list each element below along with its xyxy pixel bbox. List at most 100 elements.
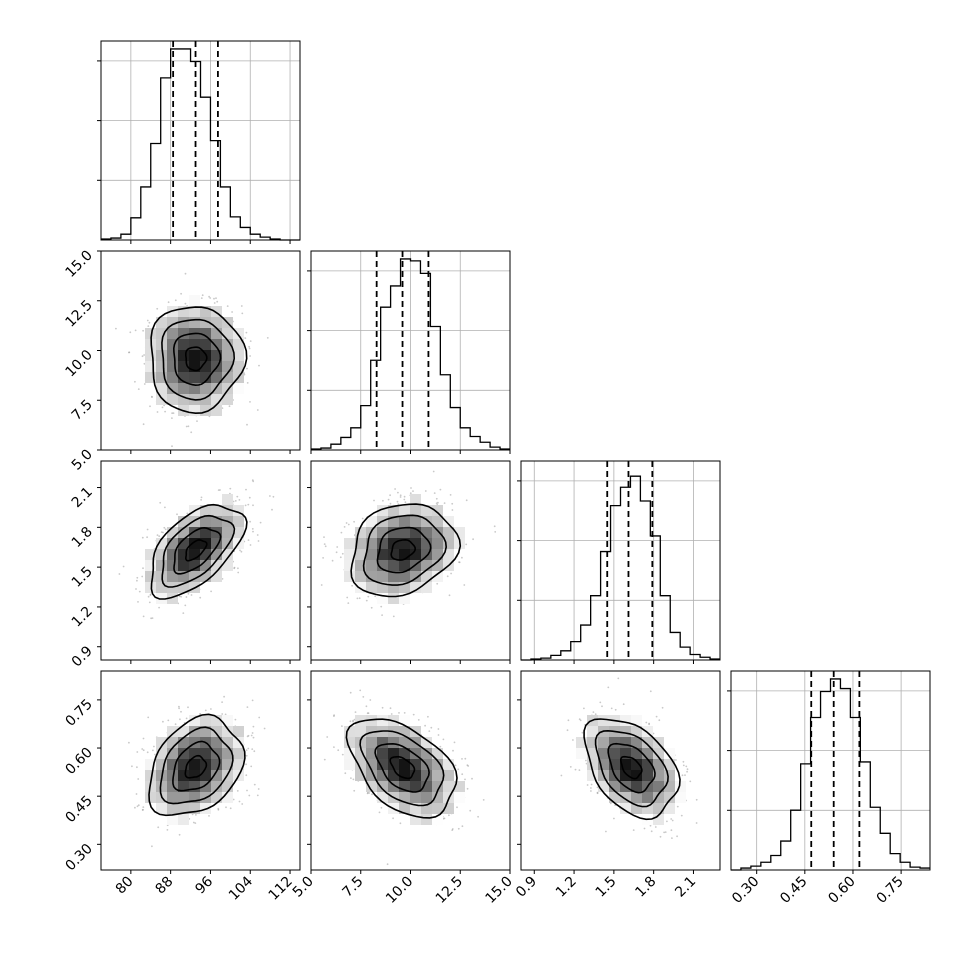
pair-p0-p2-contour-2 [173, 526, 222, 575]
pair-p1-p2-point [392, 615, 395, 618]
pair-p0-p1-point [231, 311, 234, 313]
pair-p1-p2-point [374, 595, 377, 598]
pair-p1-p3-point [461, 825, 464, 828]
pair-p0-p1-contour-2 [172, 332, 222, 387]
pair-p1-p3-density-cell [399, 770, 410, 781]
pair-p1-p3-point [341, 753, 344, 756]
pair-p0-p1-point [134, 380, 136, 383]
pair-p0-p3-point [137, 778, 140, 780]
pair-p0-p2-point [149, 593, 152, 596]
pair-p0-p1-density-cell [211, 383, 222, 394]
pair-p0-p2-point [245, 488, 247, 491]
pair-p0-p1-point [245, 331, 248, 334]
pair-p0-p1-point [141, 355, 144, 358]
pair-p0-p3-point [178, 707, 181, 710]
pair-p0-p1-density-cell [189, 306, 200, 317]
pair-p1-p2-density-cell [344, 538, 355, 549]
pair-p0-p1-point [151, 395, 153, 398]
pair-p0-p3-point [166, 829, 169, 831]
pair-p1-p3-point [442, 738, 445, 741]
pair-p1-p2-point [436, 582, 439, 585]
pair-p0-p1-point [137, 388, 140, 390]
pair-p0-p1-point [248, 347, 251, 350]
pair-p0-p2-density-cell [200, 505, 211, 516]
pair-p0-p1-density-cell [211, 339, 222, 350]
pair-p1-p2-point [380, 605, 383, 608]
pair-p1-p2-point [389, 502, 392, 505]
pair-p1-p2-point [461, 556, 463, 559]
pair-p0-p1-density-cell [167, 394, 178, 405]
pair-p0-p2-point [137, 601, 139, 603]
pair-p0-p1-point [128, 351, 131, 354]
pair-p1-p3-point [362, 696, 365, 698]
pair-p0-p3-point [263, 727, 266, 730]
pair-p1-p3-point [359, 689, 362, 692]
pair-p0-p1-density-cell [167, 372, 178, 383]
pair-p1-p2-point [394, 488, 396, 490]
pair-p1-p3-point [471, 777, 473, 780]
pair-p1-p2-point [397, 491, 399, 494]
pair-p0-p3-point [142, 806, 145, 808]
pair-p0-p2-point [176, 513, 178, 516]
pair-p1-p2-point [458, 561, 461, 564]
pair-p0-p2-point [190, 594, 193, 596]
pair-p0-p2-density-cell [178, 538, 189, 549]
pair-p0-p1-density-cell [233, 383, 244, 394]
pair-p0-p2-point [146, 528, 149, 531]
pair-p1-p3-point [461, 773, 464, 776]
pair-p1-p2-point [449, 494, 452, 496]
pair-p0-p1-point [226, 305, 229, 307]
pair-p0-p2-point [237, 571, 240, 574]
pair-p1-p2-point [404, 501, 407, 504]
pair-p1-p2-point [494, 531, 497, 533]
pair-p0-p1-point [143, 354, 146, 356]
pair-p1-p2-point [365, 599, 368, 602]
pair-p0-p1-point [246, 423, 248, 426]
pair-p0-p2-point [219, 489, 221, 491]
pair-p0-p2-density-cell [167, 549, 178, 560]
pair-p0-p2-point [187, 592, 190, 595]
pair-p1-p3-point [369, 699, 372, 701]
pair-p1-p3-density-cell [366, 737, 377, 748]
pair-p0-p2-density-cell [189, 571, 200, 582]
pair-p0-p3-point [167, 719, 170, 722]
pair-p0-p1-density-cell [156, 350, 167, 361]
pair-p0-p2-density-cell [189, 560, 200, 571]
pair-p0-p2-density-cell [178, 549, 189, 560]
hist-p3-steps [731, 678, 930, 871]
pair-p0-p2-density-cell [200, 549, 211, 560]
pair-p1-p3-point [453, 741, 456, 744]
pair-p0-p2-point [156, 534, 159, 536]
pair-p1-p2-point [367, 595, 370, 598]
pair-p1-p3-point [428, 730, 431, 732]
pair-p0-p1-point [244, 337, 247, 339]
pair-p1-p3-density-cell [377, 748, 388, 759]
pair-p0-p2-point [259, 521, 262, 524]
pair-p0-p2-density-cell [233, 516, 244, 527]
pair-p0-p1-point [246, 382, 249, 384]
pair-p1-p2-point [356, 597, 359, 600]
pair-p0-p3-point [245, 763, 248, 766]
pair-p0-p2-point [272, 495, 275, 498]
pair-p1-p2-point [409, 492, 412, 495]
pair-p0-p2-point [151, 617, 154, 619]
pair-p1-p3-point [381, 706, 384, 709]
pair-p0-p1-density-cell [200, 372, 211, 383]
pair-p0-p1-density-cell [222, 394, 233, 405]
pair-p0-p1-density-cell [233, 361, 244, 372]
pair-p0-p1-point [241, 312, 244, 315]
pair-p0-p2-point [148, 601, 151, 604]
pair-p0-p2-density-cell [178, 560, 189, 571]
pair-p0-p2-density-cell [167, 571, 178, 582]
pair-p0-p1-density-cell [167, 317, 178, 328]
pair-p0-p1-density-cell [156, 372, 167, 383]
pair-p0-p3-point [174, 723, 177, 726]
pair-p0-p2-point [147, 595, 150, 598]
pair-p0-p3-density-cell [167, 792, 178, 803]
pair-p1-p2-point [373, 499, 375, 502]
pair-p1-p3-point [365, 705, 368, 708]
pair-p0-p3-point [248, 794, 251, 797]
pair-p0-p1-point [228, 405, 231, 408]
pair-p0-p2-point [251, 479, 254, 482]
pair-p0-p2-density-cell [211, 560, 222, 571]
